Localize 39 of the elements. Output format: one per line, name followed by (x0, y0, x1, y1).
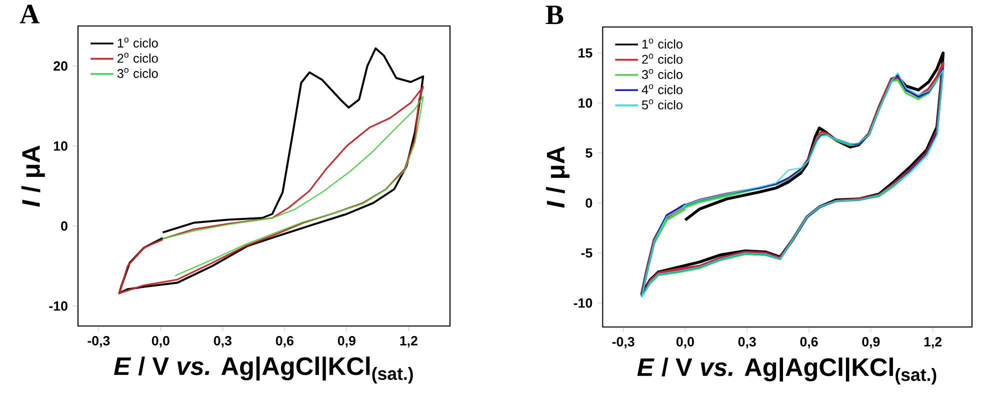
legend-label: 3$^{o}$ ciclo (117, 68, 158, 78)
x-tick-label: 0,3 (738, 337, 756, 348)
x-tick-label: 0,6 (276, 336, 294, 348)
y-tick-label: 20 (54, 61, 68, 71)
y-tick-label: 10 (578, 98, 592, 108)
legend-label: 4$^{o}$ ciclo (642, 84, 682, 94)
y-tick-label: -5 (581, 248, 592, 258)
line-series (118, 47, 424, 294)
legend-label: 2$^{o}$ ciclo (118, 52, 158, 63)
y-tick-label: 5 (586, 148, 592, 158)
y-axis-title: I / μA (546, 146, 570, 208)
y-tick-label: -10 (49, 301, 68, 311)
x-axis-title: E / V vs. Ag|AgCl|KCl$_{(sat.)}$ (637, 358, 936, 385)
x-tick-label: 0,9 (862, 337, 880, 348)
x-axis-title: E / V vs. Ag|AgCl|KCl$_{(sat.)}$ (114, 356, 413, 384)
y-tick-label: 15 (578, 48, 592, 58)
legend-label: 5$^{o}$ ciclo (642, 99, 682, 110)
x-tick-label: 0,0 (676, 337, 694, 348)
legend-label: 3$^{o}$ ciclo (642, 69, 682, 79)
y-tick-label: 0 (61, 221, 68, 231)
y-axis-title: I / μA (21, 145, 45, 207)
line-series (118, 86, 424, 294)
x-tick-label: 0,0 (152, 336, 170, 348)
y-tick-label: 0 (586, 198, 592, 208)
x-tick-label: -0,3 (612, 337, 634, 348)
line-series (162, 96, 424, 276)
x-tick-label: 0,9 (338, 336, 356, 348)
y-tick-label: -10 (574, 298, 592, 308)
chart-title: A (20, 4, 40, 24)
legend-label: 1$^{o}$ ciclo (118, 38, 158, 48)
x-tick-label: -0,3 (88, 336, 110, 348)
x-tick-label: 1,2 (924, 337, 942, 348)
chart-title: B (546, 6, 564, 24)
y-tick-label: 10 (54, 141, 68, 151)
x-tick-label: 1,2 (400, 336, 418, 348)
legend-label: 1$^{o}$ ciclo (642, 38, 682, 49)
x-tick-label: 0,3 (214, 336, 232, 348)
legend-label: 2$^{o}$ ciclo (642, 54, 682, 64)
x-tick-label: 0,6 (800, 337, 818, 348)
